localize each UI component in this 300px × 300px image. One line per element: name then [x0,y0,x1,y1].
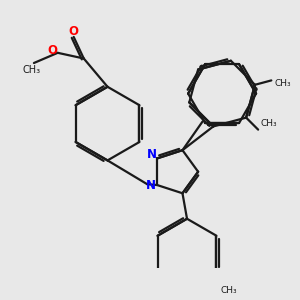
Text: CH₃: CH₃ [220,286,237,295]
Text: CH₃: CH₃ [274,79,291,88]
Text: O: O [47,44,57,57]
Text: N: N [147,148,157,161]
Text: N: N [146,178,156,191]
Text: O: O [69,25,79,38]
Text: CH₃: CH₃ [22,65,40,75]
Text: CH₃: CH₃ [260,119,277,128]
